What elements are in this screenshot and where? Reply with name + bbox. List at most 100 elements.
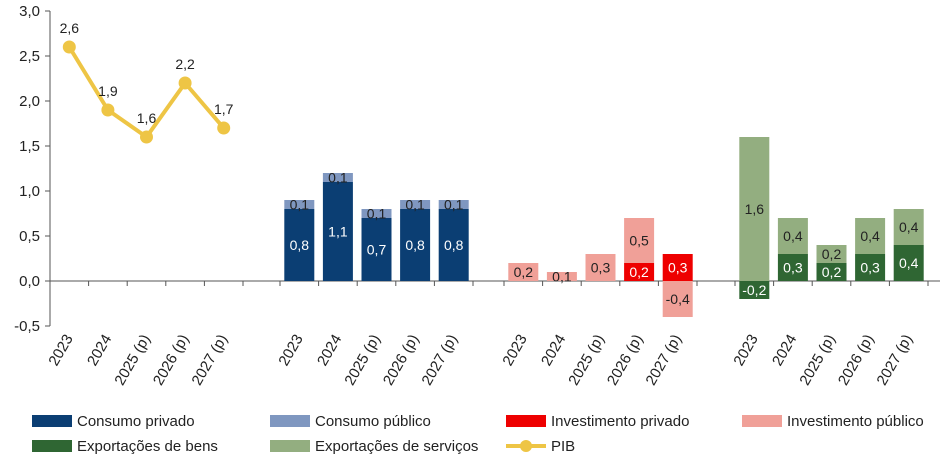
data-label: -0,2 [742, 282, 766, 298]
bar [777, 254, 808, 281]
x-tick-label: 2026 (p) [604, 332, 647, 389]
bar [855, 254, 886, 281]
data-label: 0,3 [860, 260, 880, 276]
data-label: -0,4 [666, 291, 690, 307]
x-tick-label: 2027 (p) [419, 332, 462, 389]
bar [508, 263, 539, 281]
x-tick-label: 2026 (p) [835, 332, 878, 389]
x-tick-label: 2026 (p) [150, 332, 193, 389]
bar [322, 173, 353, 182]
plot-area: 0,8 0,1 1,1 0,1 0,7 0,1 0,8 0,1 0,8 0,1 0,2 0,1 0,3 0… [60, 20, 924, 317]
pib-point [217, 121, 231, 135]
legend-label: PIB [551, 438, 575, 455]
x-tick-label: 2025 (p) [341, 332, 384, 389]
x-tick-label: 2024 [769, 332, 800, 369]
legend-label: Exportações de bens [77, 438, 218, 455]
x-tick-label: 2023 [45, 332, 76, 369]
legend-label: Investimento privado [551, 413, 689, 430]
x-tick-label: 2024 [538, 332, 569, 369]
data-label: 0,1 [290, 197, 310, 213]
data-label: 0,7 [367, 242, 387, 258]
bar [438, 200, 469, 209]
y-tick-label: 2,5 [19, 48, 40, 65]
bar [855, 218, 886, 254]
data-label: 1,1 [328, 224, 348, 240]
pib-point [178, 76, 192, 90]
legend-swatch [32, 415, 72, 427]
data-label: 2,2 [175, 56, 195, 72]
data-label: 0,5 [629, 233, 649, 249]
data-label: 0,2 [514, 264, 534, 280]
legend-swatch [270, 440, 310, 452]
data-label: 0,4 [899, 255, 919, 271]
bar [400, 200, 431, 209]
data-label: 0,4 [899, 219, 919, 235]
data-label: 2,6 [60, 20, 80, 36]
x-tick-label: 2023 [730, 332, 761, 369]
data-label: 0,1 [444, 197, 464, 213]
bar [777, 218, 808, 254]
data-label: 1,6 [745, 201, 765, 217]
x-tick-label: 2027 (p) [874, 332, 917, 389]
data-label: 0,3 [591, 260, 611, 276]
data-label: 0,8 [444, 237, 464, 253]
data-label: 0,4 [783, 228, 803, 244]
data-label: 0,2 [822, 246, 842, 262]
bar [739, 281, 770, 299]
bar [816, 263, 847, 281]
legend-marker [520, 440, 532, 452]
data-label: 0,3 [668, 260, 688, 276]
bar [438, 209, 469, 281]
data-label: 0,1 [405, 197, 425, 213]
legend-swatch [270, 415, 310, 427]
bar [284, 200, 315, 209]
legend: Consumo privado Consumo público Investimen… [32, 413, 924, 455]
bar [546, 272, 577, 281]
bar [893, 209, 924, 245]
y-tick-label: 1,5 [19, 138, 40, 155]
bar [361, 209, 392, 218]
x-tick-label: 2025 (p) [796, 332, 839, 389]
data-label: 0,4 [860, 228, 880, 244]
data-label: 0,8 [405, 237, 425, 253]
bar [816, 245, 847, 263]
legend-label: Exportações de serviços [315, 438, 478, 455]
legend-swatch [506, 415, 546, 427]
data-label: 1,7 [214, 101, 234, 117]
x-tick-label: 2025 (p) [111, 332, 154, 389]
x-tick-label: 2026 (p) [380, 332, 423, 389]
x-tick-label: 2023 [499, 332, 530, 369]
bar [322, 182, 353, 281]
y-tick-label: 0,0 [19, 273, 40, 290]
bar [893, 245, 924, 281]
y-tick-label: 3,0 [19, 3, 40, 20]
data-label: 0,3 [783, 260, 803, 276]
bar [624, 263, 655, 281]
data-label: 1,6 [137, 110, 157, 126]
bar [585, 254, 616, 281]
y-tick-label: 0,5 [19, 228, 40, 245]
x-tick-label: 2027 (p) [189, 332, 232, 389]
bar [624, 218, 655, 263]
pib-point [140, 130, 153, 144]
bar [739, 137, 770, 281]
legend-label: Consumo privado [77, 413, 195, 430]
bar [400, 209, 431, 281]
data-label: 0,2 [822, 264, 842, 280]
y-tick-label: 1,0 [19, 183, 40, 200]
data-label: 0,1 [367, 206, 387, 222]
data-label: 0,1 [552, 269, 572, 285]
bar [361, 218, 392, 281]
x-tick-label: 2023 [275, 332, 306, 369]
y-tick-label: -0,5 [14, 318, 40, 335]
pib-point [62, 40, 76, 54]
x-tick-label: 2024 [84, 332, 115, 369]
data-label: 1,9 [98, 83, 118, 99]
data-label: 0,1 [328, 170, 348, 186]
bar [662, 281, 693, 317]
y-tick-label: 2,0 [19, 93, 40, 110]
pib-point [101, 103, 115, 117]
x-tick-label: 2027 (p) [643, 332, 686, 389]
